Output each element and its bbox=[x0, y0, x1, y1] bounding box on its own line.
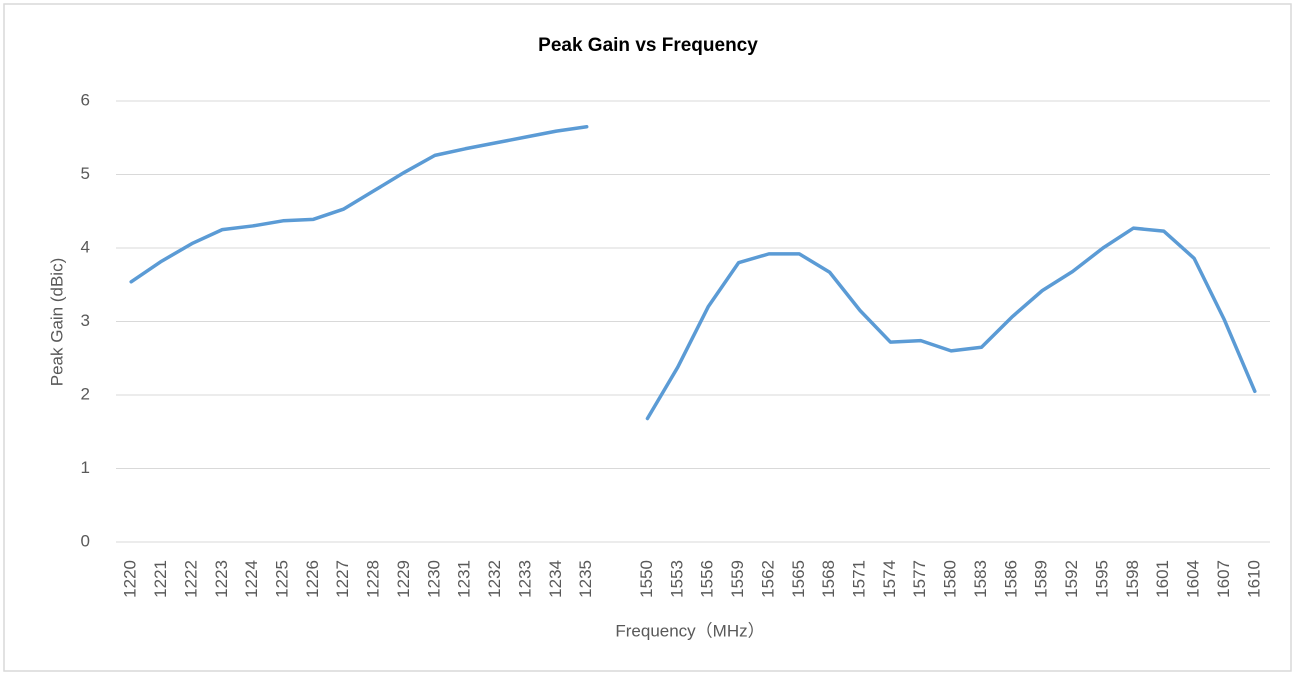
x-tick-label: 1577 bbox=[910, 560, 929, 598]
x-tick-label: 1224 bbox=[242, 560, 261, 598]
x-tick-label: 1565 bbox=[789, 560, 808, 598]
x-tick-label: 1556 bbox=[698, 560, 717, 598]
x-tick-label: 1580 bbox=[941, 560, 960, 598]
x-tick-label: 1229 bbox=[394, 560, 413, 598]
x-tick-label: 1234 bbox=[546, 560, 565, 598]
x-axis-title: Frequency（MHz） bbox=[615, 621, 764, 640]
y-tick-label: 3 bbox=[81, 311, 90, 330]
x-tick-label: 1592 bbox=[1062, 560, 1081, 598]
x-tick-label: 1230 bbox=[424, 560, 443, 598]
x-tick-label: 1586 bbox=[1001, 560, 1020, 598]
x-tick-label: 1221 bbox=[151, 560, 170, 598]
chart-frame bbox=[3, 3, 1292, 672]
y-tick-label: 2 bbox=[81, 384, 90, 403]
x-tick-label: 1589 bbox=[1032, 560, 1051, 598]
x-tick-label: 1574 bbox=[880, 560, 899, 598]
x-tick-label: 1568 bbox=[819, 560, 838, 598]
x-tick-label: 1227 bbox=[333, 560, 352, 598]
y-tick-label: 6 bbox=[81, 90, 90, 109]
x-tick-label: 1550 bbox=[637, 560, 656, 598]
y-axis-title: Peak Gain (dBic) bbox=[47, 258, 66, 387]
x-tick-label: 1598 bbox=[1123, 560, 1142, 598]
x-tick-label: 1232 bbox=[485, 560, 504, 598]
x-tick-label: 1225 bbox=[273, 560, 292, 598]
x-tick-label: 1223 bbox=[212, 560, 231, 598]
x-tick-label: 1562 bbox=[758, 560, 777, 598]
x-tick-label: 1233 bbox=[515, 560, 534, 598]
x-tick-label: 1610 bbox=[1244, 560, 1263, 598]
x-tick-label: 1595 bbox=[1092, 560, 1111, 598]
x-tick-label: 1222 bbox=[181, 560, 200, 598]
x-tick-label: 1228 bbox=[364, 560, 383, 598]
y-tick-label: 0 bbox=[81, 531, 90, 550]
data-line bbox=[129, 124, 589, 284]
x-tick-label: 1553 bbox=[667, 560, 686, 598]
chart-title: Peak Gain vs Frequency bbox=[538, 35, 758, 56]
data-line bbox=[645, 226, 1257, 421]
y-tick-label: 1 bbox=[81, 458, 90, 477]
x-tick-label: 1220 bbox=[121, 560, 140, 598]
x-tick-label: 1601 bbox=[1153, 560, 1172, 598]
x-tick-label: 1583 bbox=[971, 560, 990, 598]
x-tick-label: 1226 bbox=[303, 560, 322, 598]
x-tick-label: 1235 bbox=[576, 560, 595, 598]
y-tick-label: 5 bbox=[81, 164, 90, 183]
x-tick-label: 1571 bbox=[850, 560, 869, 598]
x-tick-label: 1604 bbox=[1184, 560, 1203, 598]
y-tick-label: 4 bbox=[81, 237, 90, 256]
x-tick-label: 1559 bbox=[728, 560, 747, 598]
x-tick-label: 1231 bbox=[455, 560, 474, 598]
x-tick-label: 1607 bbox=[1214, 560, 1233, 598]
